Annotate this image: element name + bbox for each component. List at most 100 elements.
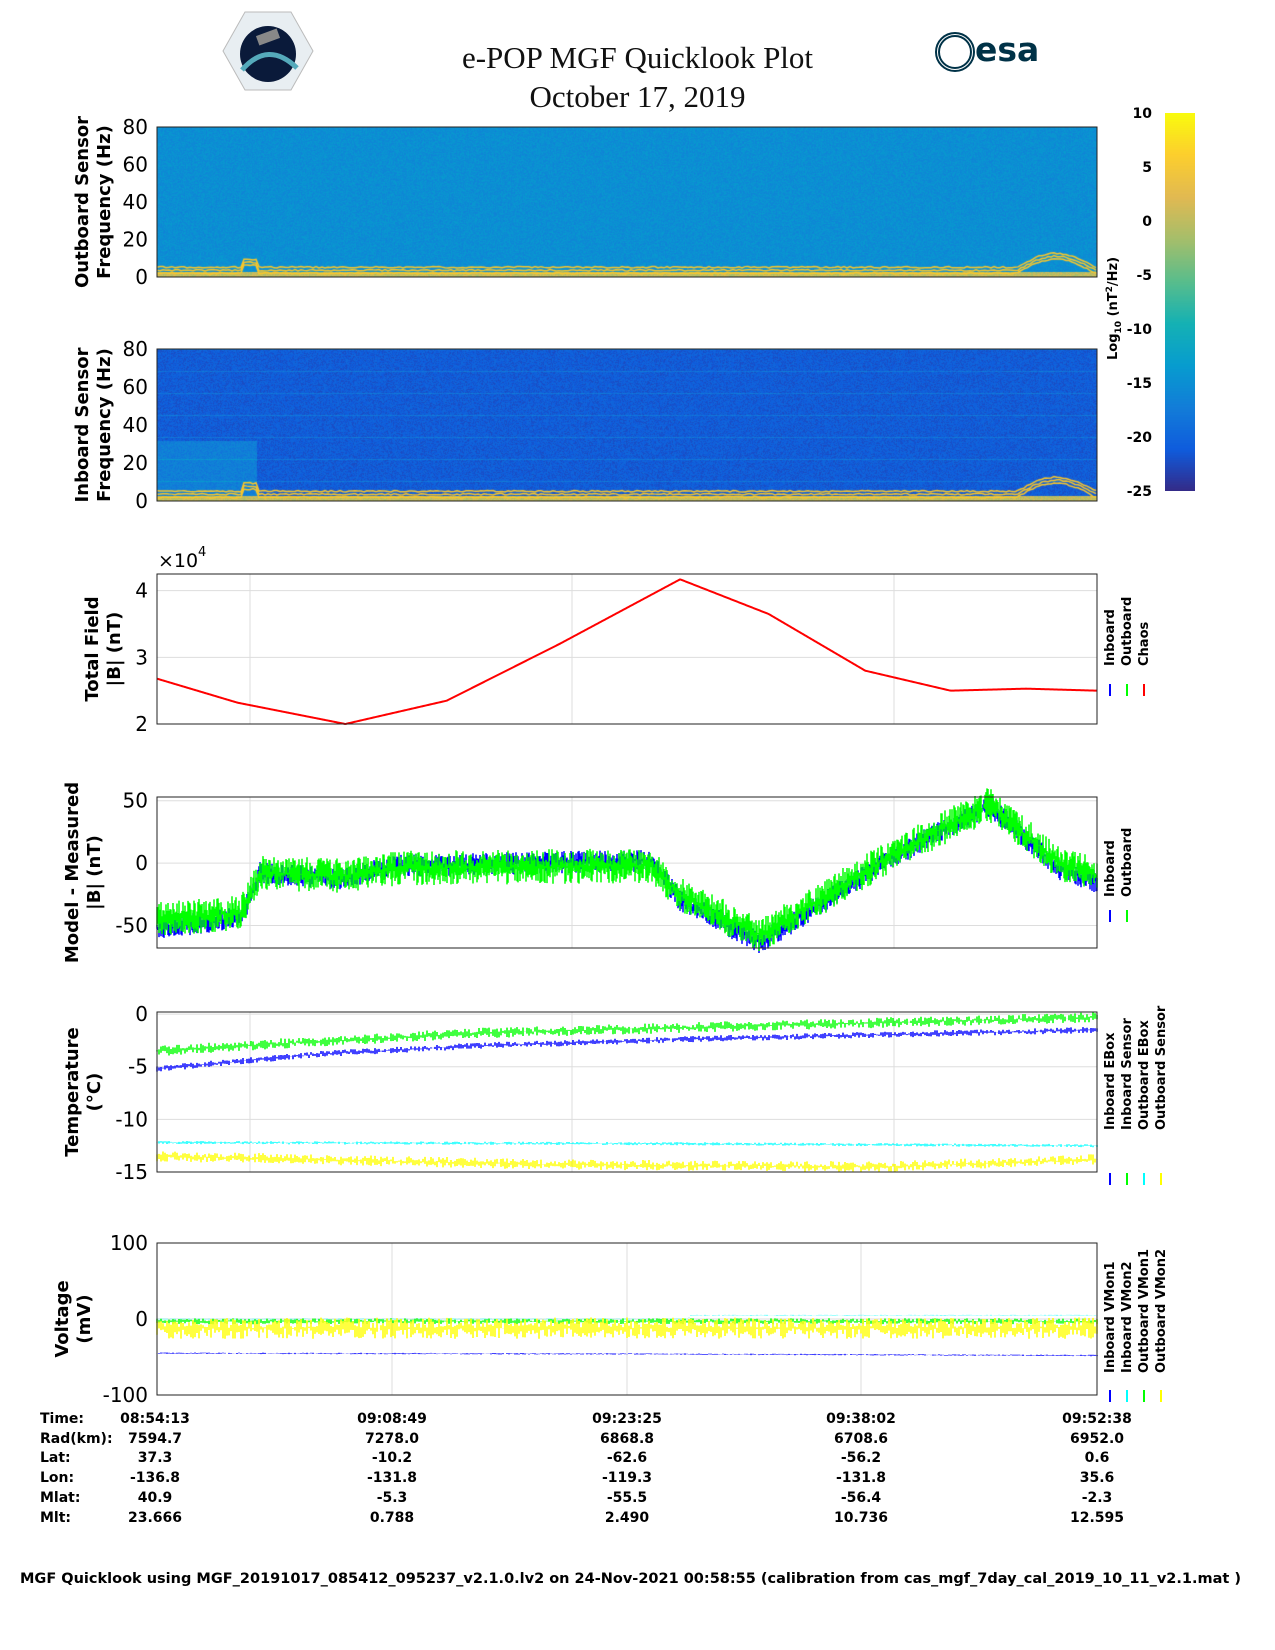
colorbar-tick-label: -15 bbox=[1127, 376, 1152, 392]
legend-label: Outboard VMon2 bbox=[1154, 1249, 1169, 1373]
legend-label: Outboard VMon1 bbox=[1137, 1249, 1152, 1373]
colorbar-tick-label: 5 bbox=[1142, 160, 1152, 176]
table-cell: 0.788 bbox=[369, 1509, 415, 1526]
colorbar-label-part: (nT bbox=[1106, 292, 1121, 321]
y-axis-label: Voltage bbox=[52, 1280, 73, 1357]
plot-area bbox=[157, 1012, 1097, 1172]
table-cell: 09:52:38 bbox=[1062, 1411, 1132, 1427]
table-cell: -56.2 bbox=[840, 1450, 882, 1467]
y-tick-label: 0 bbox=[135, 1307, 148, 1331]
y-axis-label: Frequency (Hz) bbox=[94, 125, 115, 279]
table-cell: -136.8 bbox=[129, 1470, 181, 1487]
table-cell: 40.9 bbox=[137, 1489, 173, 1506]
legend-label: Inboard VMon1 bbox=[1103, 1261, 1118, 1373]
spectrogram-frame bbox=[156, 348, 1098, 502]
table-cell: 23.666 bbox=[127, 1509, 183, 1526]
legend-label: Inboard VMon2 bbox=[1120, 1261, 1135, 1373]
table-cell: 08:54:13 bbox=[120, 1411, 190, 1427]
spectrogram-frame bbox=[156, 126, 1098, 278]
y-tick-label: 80 bbox=[123, 337, 148, 361]
table-cell: -55.5 bbox=[606, 1489, 648, 1506]
table-cell: 37.3 bbox=[137, 1450, 173, 1467]
y-tick-label: 0 bbox=[135, 851, 148, 875]
y-tick-label: -5 bbox=[128, 1055, 148, 1079]
table-cell: -10.2 bbox=[371, 1450, 413, 1467]
table-cell: 6868.8 bbox=[599, 1430, 655, 1447]
exponent-multiplier: ×10 bbox=[158, 550, 198, 572]
plot-frame bbox=[156, 796, 1098, 949]
table-cell: 7278.0 bbox=[364, 1430, 420, 1447]
table-cell: -131.8 bbox=[366, 1470, 418, 1487]
y-tick-label: 3 bbox=[135, 645, 148, 669]
plot-date: October 17, 2019 bbox=[529, 79, 746, 114]
table-cell: 09:38:02 bbox=[826, 1411, 896, 1427]
plot-frame bbox=[156, 1242, 1098, 1396]
table-row-label: Time: bbox=[40, 1411, 85, 1427]
table-cell: 6708.6 bbox=[833, 1430, 889, 1447]
y-tick-label: -100 bbox=[103, 1383, 148, 1407]
legend-label: Chaos bbox=[1137, 622, 1152, 666]
series-chaos bbox=[156, 578, 1098, 725]
colorbar-tick-label: 10 bbox=[1133, 106, 1153, 122]
exponent-value: 4 bbox=[198, 545, 206, 560]
table-cell: 09:08:49 bbox=[357, 1411, 427, 1427]
y-tick-label: 60 bbox=[123, 153, 148, 177]
table-row-label: Lat: bbox=[40, 1450, 71, 1467]
table-row-label: Mlt: bbox=[40, 1509, 72, 1526]
table-cell: 6952.0 bbox=[1069, 1430, 1125, 1447]
y-tick-label: 20 bbox=[123, 228, 148, 252]
y-tick-label: 50 bbox=[123, 789, 148, 813]
plot-frame bbox=[156, 573, 1098, 725]
table-row-label: Mlat: bbox=[40, 1489, 81, 1506]
y-axis-label: Temperature bbox=[62, 1027, 83, 1156]
legend-label: Inboard Sensor bbox=[1120, 1018, 1135, 1130]
table-cell: -56.4 bbox=[840, 1489, 882, 1506]
table-cell: 09:23:25 bbox=[592, 1411, 662, 1427]
table-row-label: Rad(km): bbox=[40, 1430, 113, 1447]
table-cell: 2.490 bbox=[604, 1509, 650, 1526]
y-tick-label: 0 bbox=[135, 489, 148, 513]
y-tick-label: 4 bbox=[135, 579, 148, 603]
legend-label: Outboard bbox=[1120, 828, 1135, 897]
table-cell: -5.3 bbox=[376, 1489, 408, 1506]
colorbar-label-part: /Hz) bbox=[1106, 257, 1121, 286]
legend-label: Outboard EBox bbox=[1137, 1020, 1152, 1130]
y-axis-label: (°C) bbox=[84, 1073, 105, 1112]
legend-label: Outboard Sensor bbox=[1154, 1005, 1169, 1130]
y-tick-label: 80 bbox=[123, 115, 148, 139]
y-axis-label: Outboard Sensor bbox=[72, 116, 93, 288]
y-tick-label: 60 bbox=[123, 375, 148, 399]
table-cell: -62.6 bbox=[606, 1450, 648, 1467]
y-tick-label: 40 bbox=[123, 413, 148, 437]
outboard-spectrogram bbox=[157, 127, 1097, 277]
table-cell: 12.595 bbox=[1069, 1509, 1125, 1526]
colorbar-label-part: 10 bbox=[1114, 321, 1124, 334]
inboard-spectrogram bbox=[157, 349, 1097, 501]
y-axis-label: Frequency (Hz) bbox=[94, 348, 115, 502]
colorbar-tick-label: -10 bbox=[1127, 322, 1153, 338]
colorbar-tick-label: 0 bbox=[1142, 214, 1152, 230]
y-axis-label: |B| (nT) bbox=[104, 612, 125, 687]
y-axis-label: Total Field bbox=[82, 596, 103, 701]
table-cell: 35.6 bbox=[1079, 1470, 1115, 1487]
cassiope-logo bbox=[222, 11, 314, 91]
y-tick-label: -10 bbox=[115, 1107, 148, 1131]
esa-logo-icon bbox=[935, 32, 975, 72]
plot-area bbox=[157, 574, 1097, 724]
table-cell: 10.736 bbox=[833, 1509, 889, 1526]
plot-title: e-POP MGF Quicklook Plot bbox=[461, 40, 814, 75]
colorbar-label-part: Log bbox=[1106, 333, 1121, 360]
legend-label: Inboard bbox=[1103, 840, 1118, 897]
y-axis-label: |B| (nT) bbox=[84, 835, 105, 910]
legend-label: Inboard bbox=[1103, 609, 1118, 666]
colorbar bbox=[1165, 113, 1195, 491]
table-cell: -2.3 bbox=[1081, 1489, 1113, 1506]
table-row-label: Lon: bbox=[40, 1470, 75, 1487]
colorbar-tick-label: -25 bbox=[1127, 484, 1152, 500]
colorbar-tick-label: -20 bbox=[1127, 430, 1153, 446]
y-tick-label: 20 bbox=[123, 451, 148, 475]
colorbar-tick-label: -5 bbox=[1136, 268, 1152, 284]
y-tick-label: 0 bbox=[135, 265, 148, 289]
